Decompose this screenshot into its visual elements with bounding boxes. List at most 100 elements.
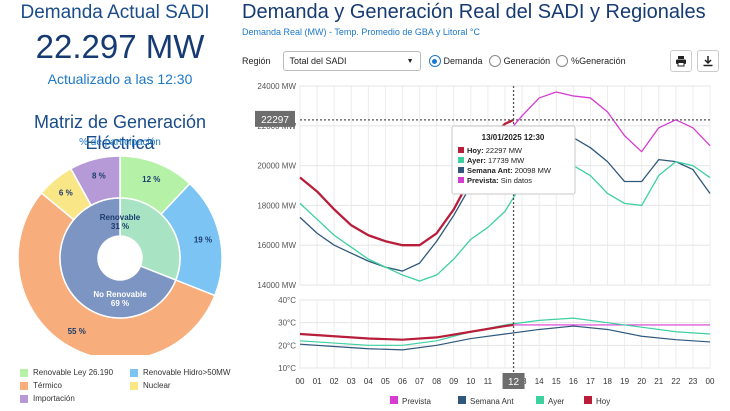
radio-generacion-label: Generación — [503, 56, 551, 66]
outer-slice-label: 55 % — [68, 327, 86, 336]
x-tick-label: 03 — [347, 377, 356, 386]
tooltip-row: Semana Ant: 20098 MW — [467, 166, 552, 175]
chart-legend-item[interactable]: Ayer — [536, 396, 565, 406]
outer-slice-label: 19 % — [194, 235, 212, 244]
x-tick-label: 00 — [296, 377, 305, 386]
y-tick-label: 18000 MW — [257, 201, 296, 210]
radio-demanda-dot[interactable] — [428, 55, 441, 67]
region-select-value: Total del SADI — [289, 56, 347, 66]
last-updated-text: Actualizado a las 12:30 — [47, 71, 193, 87]
radio-generacion[interactable]: Generación — [488, 55, 551, 67]
legend-swatch — [584, 396, 592, 404]
x-tick-label: 22 — [671, 377, 680, 386]
legend-label: Prevista — [402, 397, 431, 406]
inner-slice[interactable] — [119, 197, 181, 282]
donut-legend-row: Renovable Ley 26.190 Renovable Hidro>50MW — [20, 366, 240, 379]
chart-legend-item[interactable]: Hoy — [584, 396, 610, 406]
donut-legend-item[interactable]: Renovable Hidro>50MW — [130, 368, 240, 377]
demand-title: Demanda Actual SADI — [20, 2, 210, 23]
series-line-prevista[interactable] — [513, 91, 711, 153]
chart-controls: Región Total del SADI ▼ Demanda Generaci… — [242, 51, 632, 71]
tooltip-swatch — [458, 157, 464, 163]
y-tick-label: 30°C — [278, 319, 296, 328]
chevron-down-icon: ▼ — [406, 57, 414, 65]
inner-slice-name: Renovable — [100, 213, 141, 222]
legend-label: Hoy — [596, 397, 610, 406]
printer-icon — [676, 56, 686, 67]
x-tick-label: 16 — [569, 377, 578, 386]
tooltip-swatch — [458, 167, 464, 173]
legend-swatch — [20, 368, 28, 377]
legend-swatch — [390, 396, 398, 404]
donut-legend-row: Importación — [20, 392, 240, 405]
series-line-ayer[interactable] — [299, 160, 711, 282]
series-line-hoy[interactable] — [299, 323, 514, 341]
chart-legend-item[interactable]: Prevista — [390, 396, 431, 406]
legend-swatch — [458, 396, 466, 404]
outer-slice-label: 12 % — [142, 175, 160, 184]
legend-label: Semana Ant — [470, 397, 514, 406]
x-tick-label: 11 — [484, 377, 493, 386]
x-tick-label: 04 — [364, 377, 373, 386]
print-button[interactable] — [670, 50, 692, 72]
region-label: Región — [242, 56, 271, 66]
inner-slice[interactable] — [59, 197, 177, 319]
legend-label: Nuclear — [143, 381, 171, 390]
crosshair-y-label: 22297 — [261, 115, 289, 126]
matrix-title: Matriz de Generación Eléctrica — [33, 112, 207, 153]
inner-slice-name: No Renovable — [93, 290, 147, 299]
download-icon — [703, 56, 713, 67]
x-tick-label: 06 — [398, 377, 407, 386]
x-tick-label: 05 — [381, 377, 390, 386]
tooltip-box — [451, 125, 576, 195]
crosshair-x-label: 12 — [508, 377, 520, 388]
y-tick-label: 14000 MW — [257, 281, 296, 290]
x-tick-label: 00 — [706, 377, 715, 386]
donut-legend-item[interactable]: Renovable Ley 26.190 — [20, 368, 130, 377]
donut-legend-item[interactable]: Térmico — [20, 381, 130, 390]
x-tick-label: 15 — [552, 377, 561, 386]
radio-porcentaje-generacion[interactable]: %Generación — [556, 55, 626, 67]
matrix-subtitle: % de participación — [79, 137, 161, 148]
legend-label: Importación — [33, 394, 75, 403]
x-tick-label: 10 — [466, 377, 475, 386]
chart-legend-item[interactable]: Semana Ant — [458, 396, 514, 406]
radio-demanda-label: Demanda — [443, 56, 483, 66]
series-line-semana-ant[interactable] — [299, 325, 711, 351]
x-tick-label: 17 — [586, 377, 595, 386]
x-tick-label: 07 — [415, 377, 424, 386]
tooltip-swatch — [458, 177, 464, 183]
x-tick-label: 19 — [620, 377, 629, 386]
inner-slice-pct: 69 % — [111, 299, 129, 308]
tooltip-row: Ayer: 17739 MW — [467, 156, 525, 165]
legend-swatch — [20, 381, 28, 390]
demand-value: 22.297 MW — [35, 28, 205, 65]
series-line-ayer[interactable] — [299, 317, 711, 346]
donut-legend-item[interactable]: Nuclear — [130, 381, 240, 390]
radio-porcentaje-generacion-dot[interactable] — [556, 55, 569, 67]
donut-legend-row: Térmico Nuclear — [20, 379, 240, 392]
x-tick-label: 20 — [637, 377, 646, 386]
x-tick-label: 18 — [603, 377, 612, 386]
radio-generacion-dot[interactable] — [488, 55, 501, 67]
x-tick-label: 21 — [654, 377, 663, 386]
outer-slice-label: 6 % — [59, 189, 73, 198]
tooltip-row: Hoy: 22297 MW — [467, 146, 523, 155]
y-tick-label: 20000 MW — [257, 162, 296, 171]
x-tick-label: 14 — [535, 377, 544, 386]
legend-label: Renovable Hidro>50MW — [143, 368, 231, 377]
y-tick-label: 10°C — [278, 364, 296, 373]
x-tick-label: 23 — [688, 377, 697, 386]
tooltip-row: Prevista: Sin datos — [467, 176, 532, 185]
radio-demanda[interactable]: Demanda — [428, 55, 483, 67]
region-select[interactable]: Total del SADI ▼ — [282, 51, 421, 71]
download-button[interactable] — [697, 50, 719, 72]
y-tick-label: 40°C — [278, 296, 296, 305]
y-tick-label: 20°C — [278, 341, 296, 350]
legend-swatch — [130, 381, 138, 390]
inner-slice-pct: 31 % — [111, 222, 129, 231]
donut-legend-item[interactable]: Importación — [20, 394, 130, 403]
page-title: Demanda y Generación Real del SADI y Reg… — [242, 1, 706, 23]
